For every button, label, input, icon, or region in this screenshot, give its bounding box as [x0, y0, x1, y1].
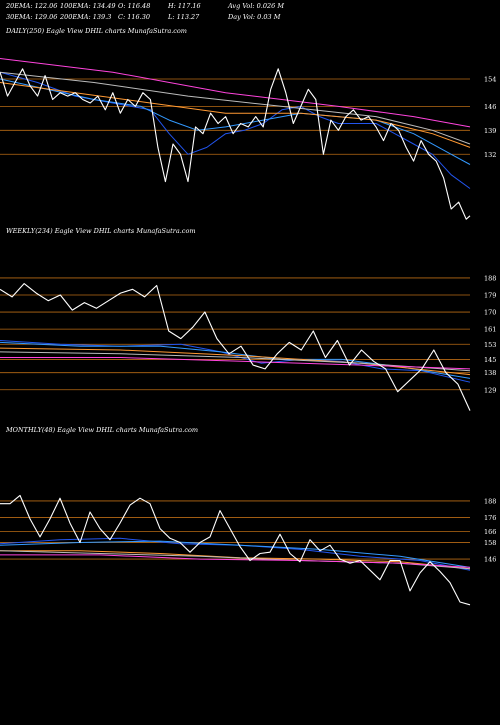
- monthly-panel: 188 176 166 158 146: [0, 494, 496, 606]
- daily-panel-title: DAILY(250) Eagle View DHIL charts Munafa…: [6, 27, 187, 35]
- weekly-ema-100-line: [0, 351, 471, 372]
- weekly-tick-label: 161: [484, 326, 496, 334]
- weekly-ema-20-line: [0, 340, 471, 383]
- daily-tick-label: 132: [484, 151, 496, 159]
- stat-20ema: 20EMA: 122.06: [6, 2, 58, 10]
- daily-tick-label: 146: [484, 103, 496, 111]
- monthly-tick-label: 146: [484, 556, 496, 564]
- monthly-tick-label: 158: [484, 539, 496, 547]
- weekly-tick-label: 179: [484, 291, 496, 299]
- monthly-tick-label: 176: [484, 514, 496, 522]
- daily-panel: 154 146 139 132: [0, 58, 496, 220]
- weekly-tick-label: 188: [484, 274, 496, 282]
- weekly-tick-label: 145: [484, 356, 496, 364]
- stat-100ema: 100EMA: 134.49: [60, 2, 116, 10]
- daily-ema-20-line: [0, 71, 471, 189]
- weekly-tick-label: 138: [484, 369, 496, 377]
- stat-day-vol: Day Vol: 0.03 M: [228, 13, 281, 21]
- daily-tick-label: 139: [484, 127, 496, 135]
- weekly-tick-label: 129: [484, 386, 496, 394]
- stat-low: L: 113.27: [168, 13, 200, 21]
- stat-open: O: 116.48: [118, 2, 151, 10]
- stat-high: H: 117.16: [168, 2, 201, 10]
- monthly-ema-200-line: [0, 554, 471, 568]
- weekly-tick-label: 170: [484, 309, 496, 317]
- weekly-tick-label: 153: [484, 341, 496, 349]
- daily-ema-50-line: [0, 82, 471, 148]
- stat-close: C: 116.30: [118, 13, 150, 21]
- weekly-panel: 188 179 170 161 153 145 138 129: [0, 274, 496, 411]
- weekly-panel-title: WEEKLY(234) Eagle View DHIL charts Munaf…: [6, 227, 196, 235]
- monthly-tick-label: 166: [484, 528, 496, 536]
- stat-avg-vol: Avg Vol: 0.026 M: [228, 2, 285, 10]
- daily-ema-100-line: [0, 71, 471, 145]
- stat-200ema: 200EMA: 139.3: [60, 13, 112, 21]
- weekly-price-line: [0, 283, 471, 411]
- daily-ema-30-line: [0, 78, 471, 165]
- monthly-panel-title: MONTHLY(48) Eagle View DHIL charts Munaf…: [6, 426, 199, 434]
- daily-ema-200-line: [0, 58, 471, 128]
- weekly-ema-200-line: [0, 357, 471, 370]
- daily-tick-label: 154: [484, 76, 496, 84]
- monthly-price-line: [0, 494, 471, 606]
- monthly-tick-label: 188: [484, 497, 496, 505]
- stat-30ema: 30EMA: 129.06: [6, 13, 58, 21]
- daily-price-line: [0, 68, 471, 220]
- weekly-ema-50-line: [0, 347, 471, 376]
